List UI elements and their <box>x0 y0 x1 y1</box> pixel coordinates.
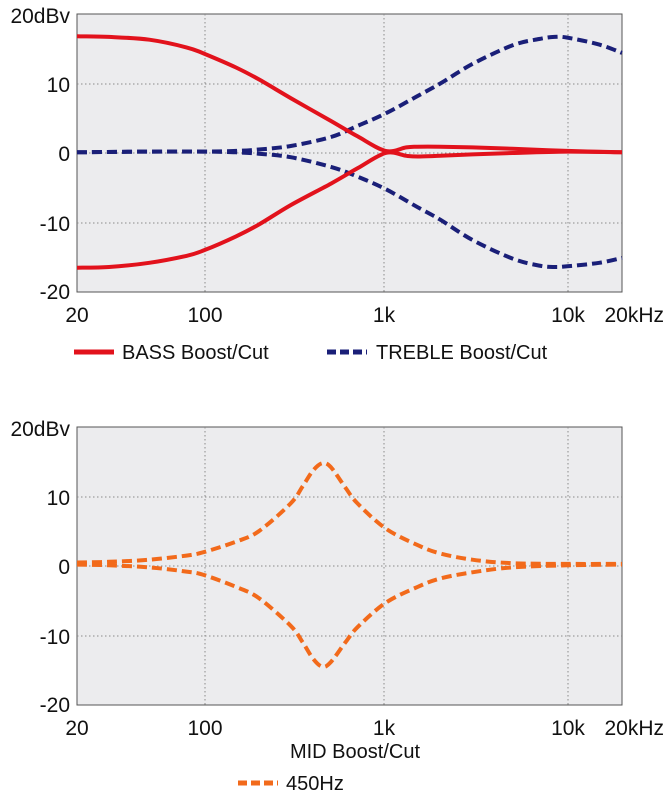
y-tick-label: 10 <box>47 74 70 97</box>
x-tick-label: 20kHz <box>604 717 664 740</box>
y-tick-label: -20 <box>40 281 70 304</box>
y-tick-label: 20dBv <box>10 418 70 441</box>
y-tick-label: 10 <box>47 487 70 510</box>
y-tick-label: 0 <box>58 556 70 579</box>
bass-boost-line <box>76 34 623 155</box>
x-tick-label: 100 <box>187 304 222 327</box>
x-tick-label: 10k <box>551 304 585 327</box>
y-tick-label: -10 <box>40 626 70 649</box>
x-tick-label: 100 <box>187 717 222 740</box>
x-tick-label: 1k <box>373 717 396 740</box>
y-tick-label: -20 <box>40 694 70 717</box>
mid-series <box>76 461 623 669</box>
mid-chart-title: MID Boost/Cut <box>290 741 420 763</box>
mid-legend: 450Hz <box>238 773 344 795</box>
bass-treble-chart: 20dBv 10 0 -10 -20 20 100 1k 10k 20kHz B… <box>10 5 664 364</box>
x-tick-label: 20 <box>65 304 88 327</box>
treble-cut-line <box>76 149 623 270</box>
x-tick-label: 1k <box>373 304 396 327</box>
legend-label-450hz: 450Hz <box>286 773 344 795</box>
y-tick-label: -10 <box>40 213 70 236</box>
bass-cut-line <box>76 149 623 270</box>
bass-treble-series <box>76 34 623 270</box>
x-tick-label: 20 <box>65 717 88 740</box>
mid-boost-line <box>76 461 623 566</box>
x-tick-label: 20kHz <box>604 304 664 327</box>
legend-label-treble: TREBLE Boost/Cut <box>376 342 548 364</box>
legend-label-bass: BASS Boost/Cut <box>122 342 269 364</box>
bass-treble-legend: BASS Boost/Cut TREBLE Boost/Cut <box>74 342 548 364</box>
y-tick-label: 0 <box>58 143 70 166</box>
x-tick-label: 10k <box>551 717 585 740</box>
mid-cut-line <box>76 562 623 669</box>
mid-chart: 20dBv 10 0 -10 -20 20 100 1k 10k 20kHz M… <box>10 418 664 795</box>
y-tick-label: 20dBv <box>10 5 70 28</box>
